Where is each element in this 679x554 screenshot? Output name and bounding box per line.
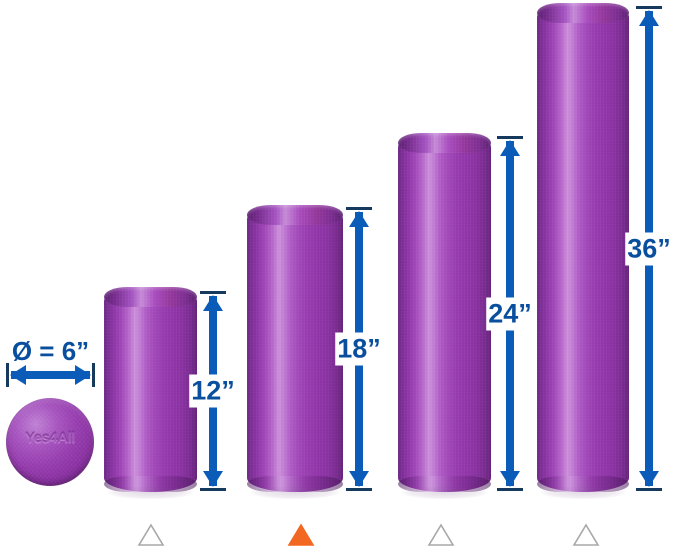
arrowhead-up-icon <box>639 10 659 26</box>
arrowhead-left-icon <box>10 365 26 385</box>
foam-texture <box>537 3 629 492</box>
dimension-tick-right <box>92 363 95 387</box>
dimension-tick-top <box>636 6 662 9</box>
arrowhead-down-icon <box>639 471 659 487</box>
arrowhead-up-icon <box>203 295 223 311</box>
dimension-shaft <box>11 371 90 379</box>
drop-shadow <box>401 486 488 499</box>
length-label-36in: 36” <box>625 232 673 265</box>
variant-triangle-24in[interactable] <box>426 522 456 548</box>
foam-texture <box>398 133 491 492</box>
arrowhead-up-icon <box>349 211 369 227</box>
variant-triangle-36in[interactable] <box>571 522 601 548</box>
arrowhead-down-icon <box>203 471 223 487</box>
drop-shadow <box>250 486 340 499</box>
foam-roller-36in <box>537 3 629 499</box>
length-dimension-18in: 18” <box>335 207 383 491</box>
length-label-24in: 24” <box>486 297 534 330</box>
roller-end-cap: Yes4All <box>6 398 94 486</box>
foam-roller-12in <box>104 287 197 499</box>
dimension-tick-bottom <box>497 488 523 491</box>
dimension-tick-left <box>6 363 9 387</box>
length-label-12in: 12” <box>189 374 237 408</box>
arrowhead-up-icon <box>500 140 520 156</box>
foam-texture <box>247 205 343 492</box>
dimension-tick-bottom <box>636 488 662 491</box>
foam-texture <box>104 287 197 492</box>
diameter-label: Ø = 6” <box>11 336 90 366</box>
variant-triangle-12in[interactable] <box>136 522 166 548</box>
arrowhead-down-icon <box>349 471 369 487</box>
length-label-18in: 18” <box>335 332 383 366</box>
foam-roller-18in <box>247 205 343 499</box>
length-dimension-36in: 36” <box>625 6 673 491</box>
dimension-tick-top <box>497 136 523 139</box>
foam-texture <box>6 398 94 486</box>
drop-shadow <box>107 486 194 499</box>
diameter-dimension: Ø = 6” <box>6 338 95 387</box>
arrowhead-down-icon <box>500 471 520 487</box>
dimension-tick-top <box>346 207 372 210</box>
arrowhead-right-icon <box>75 365 91 385</box>
variant-triangle-18in-selected[interactable] <box>286 522 316 548</box>
foam-roller-24in <box>398 133 491 499</box>
length-dimension-24in: 24” <box>486 136 534 491</box>
length-dimension-12in: 12” <box>189 291 237 491</box>
dimension-tick-top <box>200 291 226 294</box>
dimension-tick-bottom <box>346 488 372 491</box>
drop-shadow <box>540 486 626 499</box>
dimension-tick-bottom <box>200 488 226 491</box>
